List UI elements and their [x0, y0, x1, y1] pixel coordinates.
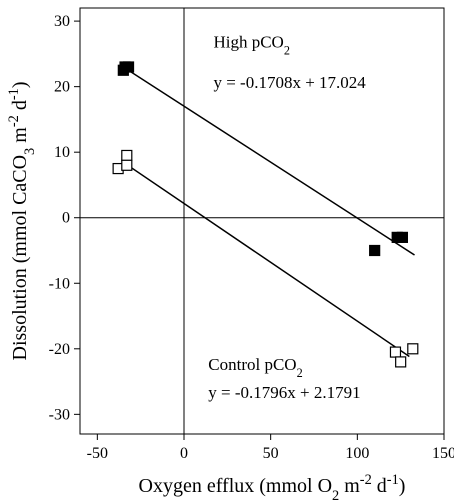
fit-line-1 [122, 161, 410, 358]
y-tick-label: -20 [49, 341, 70, 358]
control-pco2-equation: y = -0.1796x + 2.1791 [208, 383, 360, 402]
x-tick-label: 50 [263, 445, 279, 462]
y-tick-label: -10 [49, 275, 70, 292]
open-square-point [389, 346, 402, 358]
high-pco2-label: High pCO2 [213, 32, 290, 57]
filled-square-point [122, 61, 135, 73]
x-tick-label: 0 [180, 445, 188, 462]
y-tick-label: 10 [54, 144, 70, 161]
plot-frame [79, 7, 445, 435]
open-square-point [395, 356, 407, 368]
high-pco2-equation: y = -0.1708x + 17.024 [213, 73, 366, 92]
y-axis-title: Dissolution (mmol CaCO3 m-2 d-1) [6, 81, 38, 360]
x-tick-label: -50 [87, 445, 108, 462]
open-square-point [121, 149, 133, 162]
control-pco2-label: Control pCO2 [208, 355, 302, 380]
x-axis-title: Oxygen efflux (mmol O2 m-2 d-1) [139, 472, 406, 502]
x-tick-label: 150 [432, 445, 454, 462]
x-tick-label: 100 [345, 445, 369, 462]
y-tick-label: 20 [54, 79, 70, 96]
filled-square-point [396, 231, 408, 243]
fit-line-0 [119, 64, 415, 256]
y-tick-label: 0 [62, 210, 70, 227]
open-square-point [121, 159, 133, 171]
y-tick-label: -30 [49, 406, 70, 423]
filled-square-point [369, 244, 381, 257]
open-square-point [407, 343, 419, 355]
y-tick-label: 30 [54, 13, 70, 30]
